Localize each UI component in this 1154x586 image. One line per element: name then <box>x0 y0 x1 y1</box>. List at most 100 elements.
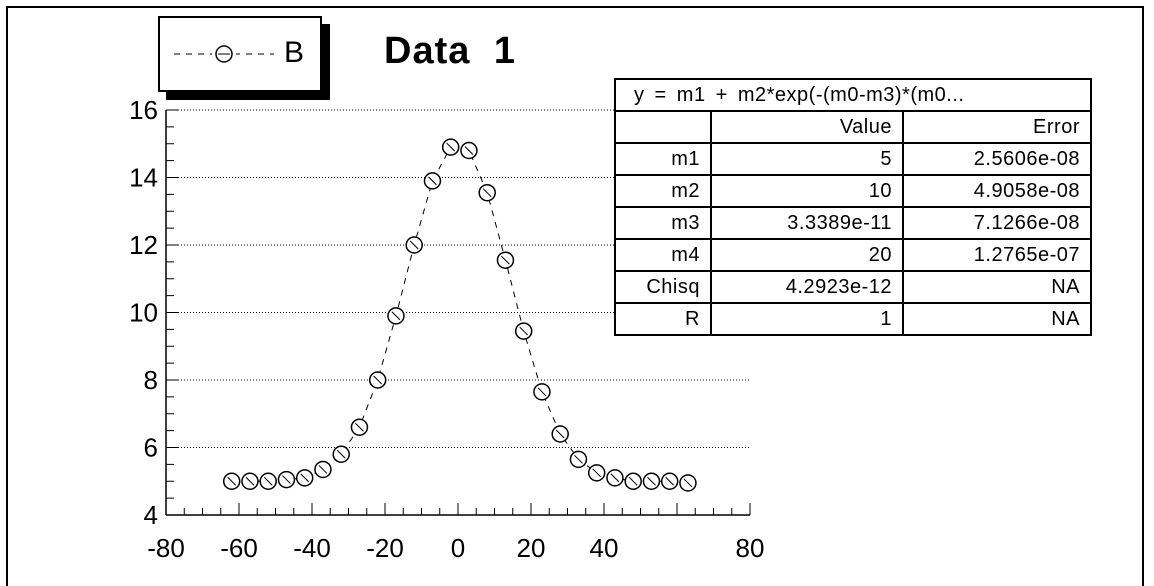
table-header-cell: Value <box>710 110 904 144</box>
param-value: 10 <box>710 174 904 208</box>
legend-marker-icon <box>174 44 274 64</box>
x-tick-label: -40 <box>293 533 331 563</box>
data-point <box>314 460 332 479</box>
data-point-stroke <box>355 422 364 432</box>
param-error: 7.1266e-08 <box>902 206 1092 240</box>
y-tick-label: 4 <box>144 500 158 530</box>
chart-frame <box>6 6 1144 586</box>
param-value: 20 <box>710 238 904 272</box>
data-point-stroke <box>683 478 693 488</box>
param-name: Chisq <box>614 270 712 304</box>
table-row: R 1 NA <box>614 302 1092 336</box>
x-tick-label: -80 <box>147 533 185 563</box>
data-point-stroke <box>647 476 656 486</box>
y-tick-label: 14 <box>129 163 158 193</box>
data-point-stroke <box>300 473 310 483</box>
data-point-stroke <box>391 311 401 321</box>
data-point <box>642 472 661 490</box>
param-value: 4.2923e-12 <box>710 270 904 304</box>
data-point <box>350 418 369 436</box>
data-point-stroke <box>574 454 583 464</box>
x-tick-label: 80 <box>736 533 765 563</box>
data-point-stroke <box>409 240 419 250</box>
data-point-stroke <box>501 255 510 265</box>
data-point <box>514 322 533 340</box>
table-row: Chisq 4.2923e-12 NA <box>614 270 1092 304</box>
data-point <box>478 183 496 202</box>
data-point-stroke <box>245 476 255 486</box>
data-point-stroke <box>318 465 328 474</box>
data-point <box>295 469 314 487</box>
data-point <box>368 371 387 389</box>
x-tick-label: -60 <box>220 533 258 563</box>
y-tick-label: 10 <box>129 298 158 328</box>
param-error: 4.9058e-08 <box>902 174 1092 208</box>
param-value: 1 <box>710 302 904 336</box>
data-point-stroke <box>336 449 346 459</box>
data-point-stroke <box>592 468 602 478</box>
data-point-stroke <box>537 387 547 397</box>
y-tick-label: 8 <box>144 365 158 395</box>
y-tick-label: 16 <box>129 95 158 125</box>
data-point <box>533 383 551 401</box>
param-value: 5 <box>710 142 904 176</box>
data-point-stroke <box>555 429 565 439</box>
data-point <box>569 450 588 469</box>
table-row: m3 3.3389e-11 7.1266e-08 <box>614 206 1092 240</box>
table-row: m2 10 4.9058e-08 <box>614 174 1092 208</box>
data-point-stroke <box>227 476 237 486</box>
data-point <box>387 307 405 325</box>
table-header-cell <box>614 110 712 144</box>
x-tick-label: 40 <box>590 533 619 563</box>
data-point <box>660 472 679 490</box>
table-header-cell: Error <box>902 110 1092 144</box>
param-name: m1 <box>614 142 712 176</box>
data-point-stroke <box>446 142 456 152</box>
data-point-stroke <box>665 476 675 486</box>
data-point <box>259 472 277 490</box>
param-name: m2 <box>614 174 712 208</box>
data-point <box>332 445 350 463</box>
data-point <box>277 470 296 489</box>
data-point <box>679 474 697 492</box>
data-point <box>423 172 442 190</box>
param-error: 1.2765e-07 <box>902 238 1092 272</box>
param-value: 3.3389e-11 <box>710 206 904 240</box>
param-error: NA <box>902 270 1092 304</box>
data-point <box>496 251 515 269</box>
fit-equation: y = m1 + m2*exp(-(m0-m3)*(m0... <box>614 78 1092 112</box>
data-point <box>624 472 642 490</box>
data-point <box>222 472 241 490</box>
data-point <box>441 138 460 156</box>
param-name: R <box>614 302 712 336</box>
data-point <box>587 464 606 482</box>
table-row: m1 5 2.5606e-08 <box>614 142 1092 176</box>
param-error: 2.5606e-08 <box>902 142 1092 176</box>
data-point <box>241 472 259 490</box>
data-point-stroke <box>373 375 383 385</box>
data-point-stroke <box>263 476 273 486</box>
data-point-stroke <box>464 146 474 155</box>
legend-label-b: B <box>284 36 305 69</box>
param-name: m4 <box>614 238 712 272</box>
x-tick-label: 20 <box>517 533 546 563</box>
legend: B <box>158 16 322 92</box>
y-tick-label: 6 <box>144 433 158 463</box>
data-point <box>460 141 478 160</box>
param-error: NA <box>902 302 1092 336</box>
y-tick-label: 12 <box>129 230 158 260</box>
data-point-stroke <box>482 188 492 198</box>
series-b <box>222 138 697 492</box>
data-point-stroke <box>519 326 529 336</box>
data-point-stroke <box>628 476 638 486</box>
table-row: m4 20 1.2765e-07 <box>614 238 1092 272</box>
param-name: m3 <box>614 206 712 240</box>
data-point <box>606 469 624 487</box>
data-point-stroke <box>610 473 620 483</box>
chart-title: Data 1 <box>384 30 517 72</box>
fit-results-table: y = m1 + m2*exp(-(m0-m3)*(m0... Value Er… <box>614 78 1092 336</box>
table-header-row: Value Error <box>614 110 1092 144</box>
data-point-stroke <box>428 176 437 186</box>
x-tick-label: -20 <box>366 533 404 563</box>
